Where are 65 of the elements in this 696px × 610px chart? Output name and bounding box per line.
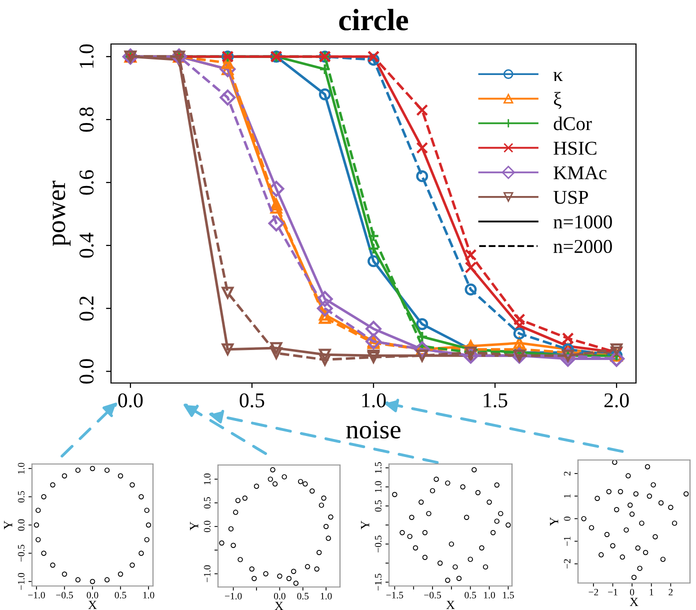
y-tick-label: 2: [564, 472, 570, 476]
x-tick-label: 1: [650, 588, 654, 596]
y-tick-label: −2: [564, 559, 570, 569]
x-tick-label: −0.5: [56, 592, 73, 598]
y-tick-label: 1: [564, 494, 570, 498]
x-axis-title: X: [88, 600, 97, 610]
y-tick-label: 0.0: [18, 519, 25, 531]
x-tick-label: 0.0: [118, 393, 143, 408]
x-tick-label: 2: [668, 588, 673, 596]
y-axis-title: Y: [361, 520, 370, 530]
legend-label: USP: [554, 190, 588, 204]
x-tick-label: 0.5: [297, 592, 309, 600]
y-tick-label: 0.0: [80, 359, 94, 384]
x-tick-label: 0: [630, 588, 634, 596]
y-tick-label: −1: [564, 536, 570, 546]
x-tick-label: −1: [608, 588, 618, 596]
x-tick-label: 0.5: [464, 592, 476, 598]
legend-label: ξ: [554, 92, 562, 109]
y-tick-label: 1.0: [18, 462, 25, 474]
y-tick-label: −1.0: [204, 565, 211, 582]
x-tick-label: −1.0: [224, 592, 242, 600]
y-tick-label: 0: [564, 516, 570, 521]
x-axis-title: X: [446, 600, 455, 610]
x-axis-title: noise: [346, 420, 400, 439]
x-tick-label: 2.0: [604, 393, 629, 408]
y-tick-label: 1.0: [204, 473, 211, 484]
chart-title: circle: [339, 8, 408, 30]
x-tick-label: 1.5: [502, 592, 514, 598]
x-tick-label: 1.5: [484, 393, 508, 408]
y-tick-label: 0.6: [80, 170, 94, 195]
y-tick-label: 0.2: [80, 296, 94, 321]
x-tick-label: −1.0: [28, 592, 45, 598]
y-tick-label: 0.8: [80, 107, 94, 132]
y-tick-label: −0.5: [374, 536, 382, 552]
y-tick-label: 0.5: [374, 500, 382, 512]
y-tick-label: 0.5: [18, 491, 25, 502]
x-tick-label: 0.5: [240, 393, 264, 408]
y-tick-label: 0.5: [204, 497, 211, 509]
x-tick-label: 0.0: [86, 592, 98, 598]
x-tick-label: 1.0: [320, 592, 332, 600]
y-tick-label: 1.5: [374, 462, 382, 474]
annotation: n=1000: [554, 215, 612, 228]
legend-label: κ: [553, 72, 563, 81]
y-tick-label: 0.4: [80, 232, 94, 258]
x-tick-label: 0.5: [114, 592, 126, 598]
x-tick-label: 1.0: [143, 592, 154, 598]
annotation: n=2000: [554, 240, 612, 254]
x-tick-label: 0.0: [274, 592, 286, 600]
x-tick-label: −2: [588, 588, 598, 596]
x-tick-label: −0.5: [424, 592, 441, 598]
y-tick-label: −0.5: [18, 544, 25, 562]
y-tick-label: 1.0: [374, 481, 382, 492]
legend-label: dCor: [554, 116, 592, 130]
y-axis-title: power: [52, 180, 71, 246]
y-axis-title: Y: [4, 520, 12, 530]
x-tick-label: −1.5: [386, 592, 404, 598]
x-axis-title: X: [630, 598, 638, 606]
x-tick-label: 1.0: [484, 592, 495, 598]
x-axis-title: X: [274, 602, 284, 610]
legend-label: HSIC: [554, 142, 596, 155]
y-axis-title: Y: [550, 517, 558, 526]
y-tick-label: 0.0: [204, 520, 211, 532]
y-tick-label: 1.0: [80, 44, 94, 68]
legend-label: KMAc: [554, 166, 606, 180]
y-axis-title: Y: [190, 522, 198, 530]
